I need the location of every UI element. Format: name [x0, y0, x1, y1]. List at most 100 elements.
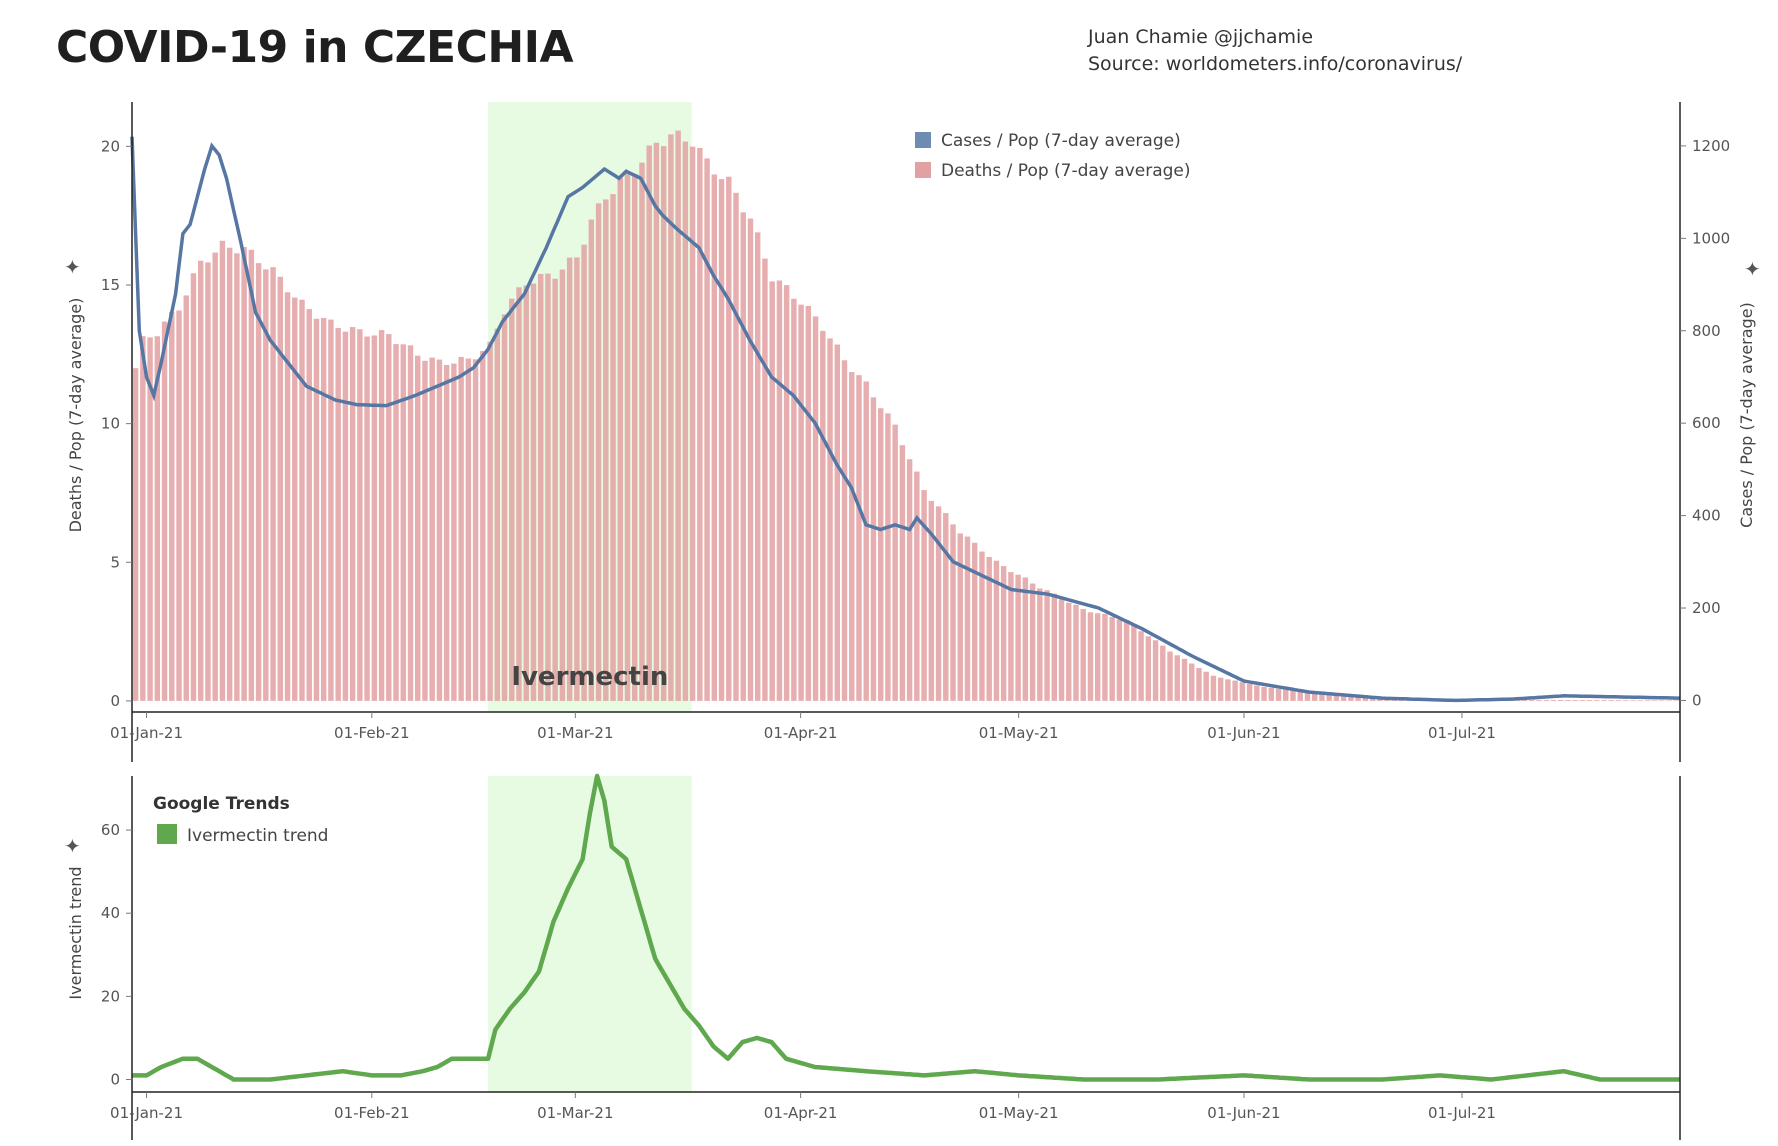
deaths-bar — [704, 158, 710, 701]
deaths-bar — [415, 355, 421, 701]
y-tick-label-right: 1200 — [1692, 137, 1730, 155]
deaths-bar — [588, 219, 595, 701]
x-tick-label: 01-May-21 — [979, 1104, 1059, 1122]
deaths-bar — [132, 368, 139, 701]
deaths-bar — [219, 240, 226, 701]
deaths-bar — [1348, 695, 1354, 701]
deaths-bar — [393, 344, 399, 701]
deaths-bar — [827, 338, 833, 701]
deaths-bar — [754, 232, 761, 701]
source-credit: Source: worldometers.info/coronavirus/ — [1088, 53, 1463, 75]
deaths-bar — [740, 212, 746, 701]
deaths-bar — [870, 397, 877, 701]
deaths-bar — [1651, 700, 1658, 701]
deaths-bar — [140, 336, 146, 701]
deaths-bar — [1131, 624, 1137, 701]
deaths-bar — [798, 304, 804, 701]
deaths-bar — [1572, 700, 1578, 701]
deaths-bars-group — [132, 130, 1680, 701]
deaths-bar — [1521, 699, 1528, 701]
ivermectin-highlight-region-bottom — [488, 776, 692, 1092]
deaths-bar — [1181, 658, 1188, 701]
deaths-bar — [537, 273, 544, 701]
deaths-bar — [1138, 631, 1144, 701]
author-credit: Juan Chamie @jjchamie — [1088, 26, 1314, 48]
deaths-bar — [1080, 609, 1086, 701]
top-legend: Cases / Pop (7-day average) Deaths / Pop… — [915, 131, 1191, 181]
deaths-bar — [747, 218, 754, 701]
deaths-bar — [769, 281, 775, 701]
deaths-bar — [1037, 588, 1043, 701]
y-tick-label-left: 20 — [101, 137, 120, 155]
deaths-bar — [928, 500, 935, 701]
deaths-bar — [1123, 620, 1130, 701]
deaths-bar — [1066, 602, 1072, 701]
deaths-bar — [458, 356, 464, 701]
deaths-bar — [1275, 688, 1282, 701]
pin-icon[interactable]: ✦ — [64, 255, 81, 279]
deaths-bar — [465, 358, 472, 701]
deaths-bar — [494, 328, 501, 701]
y-tick-label-right: 0 — [1692, 691, 1702, 709]
deaths-bar — [400, 344, 406, 701]
deaths-bar — [1326, 694, 1332, 701]
deaths-bar — [328, 319, 334, 701]
deaths-bar — [509, 298, 515, 701]
deaths-bar — [284, 292, 291, 701]
deaths-bar — [566, 257, 573, 701]
x-tick-label: 01-Apr-21 — [764, 724, 838, 742]
deaths-bar — [1225, 679, 1231, 701]
deaths-bar — [248, 249, 255, 701]
x-tick-label: 01-May-21 — [979, 724, 1059, 742]
deaths-bar — [1283, 689, 1289, 701]
deaths-bar — [733, 192, 739, 701]
y-tick-label-left: 15 — [101, 276, 120, 294]
deaths-bar — [1601, 700, 1607, 701]
deaths-bar — [791, 298, 797, 701]
deaths-bar — [349, 327, 356, 701]
deaths-bar — [1246, 684, 1253, 701]
deaths-bar — [914, 471, 920, 701]
deaths-bar — [1673, 700, 1680, 701]
deaths-bar — [306, 309, 312, 701]
deaths-bar — [986, 556, 992, 701]
deaths-bar — [1073, 604, 1079, 701]
deaths-bar — [342, 331, 349, 701]
pin-icon[interactable]: ✦ — [64, 834, 81, 858]
deaths-bar — [820, 330, 826, 701]
deaths-bar — [653, 142, 660, 701]
deaths-bar — [1167, 651, 1173, 701]
deaths-bar — [1022, 577, 1029, 701]
pin-icon[interactable]: ✦ — [1744, 257, 1761, 281]
deaths-bar — [697, 147, 703, 701]
deaths-bar — [972, 542, 978, 701]
y-tick-label-right: 800 — [1692, 322, 1721, 340]
deaths-bar — [190, 273, 197, 701]
deaths-bar — [364, 336, 370, 701]
deaths-bar — [899, 445, 906, 701]
deaths-bar — [726, 176, 732, 701]
y-tick-label-left: 10 — [101, 415, 120, 433]
legend-cases-label: Cases / Pop (7-day average) — [941, 131, 1181, 151]
deaths-bar — [624, 171, 631, 701]
y-axis-bottom-title: Ivermectin trend — [66, 866, 85, 999]
deaths-bar — [1666, 700, 1672, 701]
y-tick-label-right: 200 — [1692, 599, 1721, 617]
deaths-bar — [892, 424, 898, 701]
deaths-bar — [335, 327, 341, 701]
deaths-bar — [1594, 700, 1600, 701]
deaths-bar — [935, 506, 942, 701]
deaths-bar — [841, 360, 848, 701]
deaths-bar — [1239, 682, 1246, 701]
deaths-bar — [1623, 700, 1629, 701]
deaths-bar — [849, 372, 855, 701]
deaths-bar — [1261, 686, 1267, 701]
deaths-bar — [1615, 700, 1622, 701]
deaths-bar — [1565, 700, 1571, 701]
deaths-bar — [205, 262, 211, 701]
deaths-bar — [689, 146, 696, 701]
deaths-bar — [1319, 693, 1325, 701]
legend-deaths-label: Deaths / Pop (7-day average) — [941, 161, 1191, 181]
ivermectin-annotation: Ivermectin — [511, 662, 668, 692]
